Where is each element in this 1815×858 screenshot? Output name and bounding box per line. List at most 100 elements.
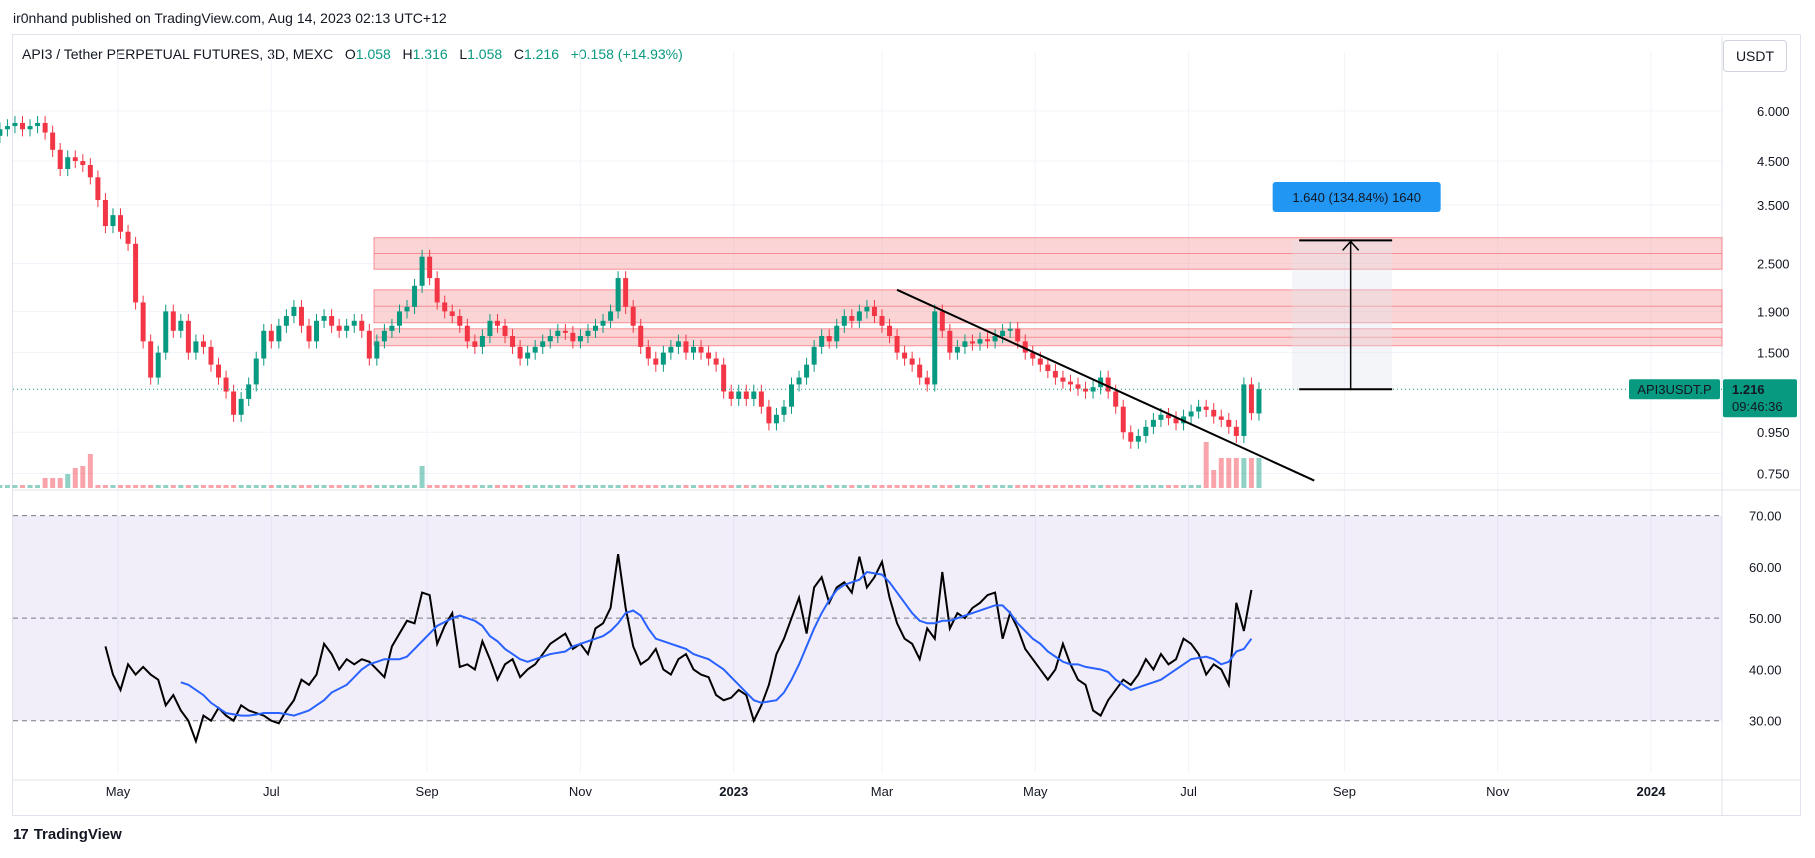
measure-label-box	[1272, 182, 1441, 212]
currency-button[interactable]: USDT	[1723, 40, 1787, 72]
candle	[1007, 328, 1013, 331]
volume-bar	[208, 485, 214, 488]
volume-bar	[163, 485, 169, 488]
rsi-ma-line	[180, 570, 1253, 717]
candle	[27, 126, 33, 130]
candle	[924, 377, 930, 385]
volume-bar	[50, 478, 56, 488]
measure-label: 1.640 (134.84%) 1640	[1292, 190, 1421, 205]
candle	[819, 335, 825, 347]
candle	[87, 164, 93, 178]
candle	[608, 311, 614, 321]
candle	[457, 316, 463, 326]
volume-bar	[841, 485, 847, 488]
volume-bar	[268, 485, 274, 488]
open-value: 1.058	[355, 46, 391, 62]
volume-bar	[27, 485, 33, 488]
candle	[291, 306, 297, 317]
time-tick-label: May	[106, 784, 131, 799]
rsi-tick-label: 40.00	[1749, 662, 1782, 677]
candle	[864, 306, 870, 312]
volume-bar	[110, 485, 116, 488]
volume-bar	[804, 485, 810, 488]
candle	[909, 358, 915, 365]
candle	[811, 346, 817, 365]
candle	[547, 335, 553, 342]
candle	[216, 364, 222, 378]
candle	[1105, 377, 1111, 392]
volume-bar	[1052, 485, 1058, 488]
candle	[773, 414, 779, 424]
volume-bar	[216, 485, 222, 488]
volume-bar	[20, 485, 26, 488]
time-tick-label: Nov	[569, 784, 593, 799]
publish-info: ir0nhand published on TradingView.com, A…	[13, 10, 447, 26]
candle	[4, 126, 10, 130]
volume-bar	[389, 485, 395, 488]
candle	[140, 302, 146, 342]
candle	[713, 358, 719, 365]
candle	[1075, 384, 1081, 389]
volume-bar	[796, 485, 802, 488]
volume-bar	[1143, 485, 1149, 488]
candle	[834, 325, 840, 342]
measure-area	[1292, 240, 1393, 390]
candle	[502, 325, 508, 336]
volume-bar	[525, 485, 531, 488]
candle	[743, 391, 749, 399]
time-tick-label: Sep	[1333, 784, 1356, 799]
volume-bar	[992, 485, 998, 488]
tradingview-logo[interactable]: 17 TradingView	[13, 826, 122, 843]
change-value: +0.158 (+14.93%)	[570, 46, 683, 62]
volume-bar	[306, 485, 312, 488]
brand-name: TradingView	[33, 826, 122, 843]
candle	[871, 306, 877, 317]
time-tick-label: May	[1023, 784, 1048, 799]
candle	[1248, 384, 1254, 414]
volume-bar	[1211, 470, 1217, 488]
candle	[148, 341, 154, 378]
volume-bar	[80, 466, 86, 488]
volume-bar	[985, 485, 991, 488]
volume-bar	[600, 485, 606, 488]
candle	[879, 316, 885, 326]
candle	[268, 330, 274, 342]
volume-bar	[57, 478, 63, 488]
volume-bar	[200, 485, 206, 488]
candle	[381, 330, 387, 342]
volume-bar	[1105, 485, 1111, 488]
candle	[72, 157, 78, 162]
price-tick-label: 4.500	[1757, 154, 1790, 169]
candle	[630, 306, 636, 326]
volume-bar	[902, 485, 908, 488]
volume-bar	[773, 485, 779, 488]
candle	[336, 325, 342, 331]
candle	[110, 215, 116, 227]
candle	[1241, 384, 1247, 436]
volume-bar	[193, 485, 199, 488]
candle	[1045, 364, 1051, 371]
volume-bar	[442, 485, 448, 488]
time-tick-label: 2024	[1637, 784, 1667, 799]
candle	[698, 346, 704, 353]
volume-bar	[834, 485, 840, 488]
high-label: H	[402, 46, 413, 62]
price-tick-label: 1.500	[1757, 346, 1790, 361]
candle	[751, 391, 757, 399]
candle	[359, 320, 365, 331]
volume-bar	[540, 485, 546, 488]
candle	[261, 330, 267, 359]
candle	[306, 325, 312, 342]
time-tick-label: Nov	[1486, 784, 1510, 799]
candle	[396, 311, 402, 326]
volume-bar	[1203, 442, 1209, 488]
volume-bar	[1196, 485, 1202, 488]
volume-bar	[1015, 485, 1021, 488]
volume-bar	[789, 485, 795, 488]
volume-bar	[1007, 485, 1013, 488]
volume-bar	[65, 474, 71, 488]
candle	[992, 335, 998, 342]
candle	[472, 341, 478, 347]
volume-bar	[95, 485, 101, 488]
